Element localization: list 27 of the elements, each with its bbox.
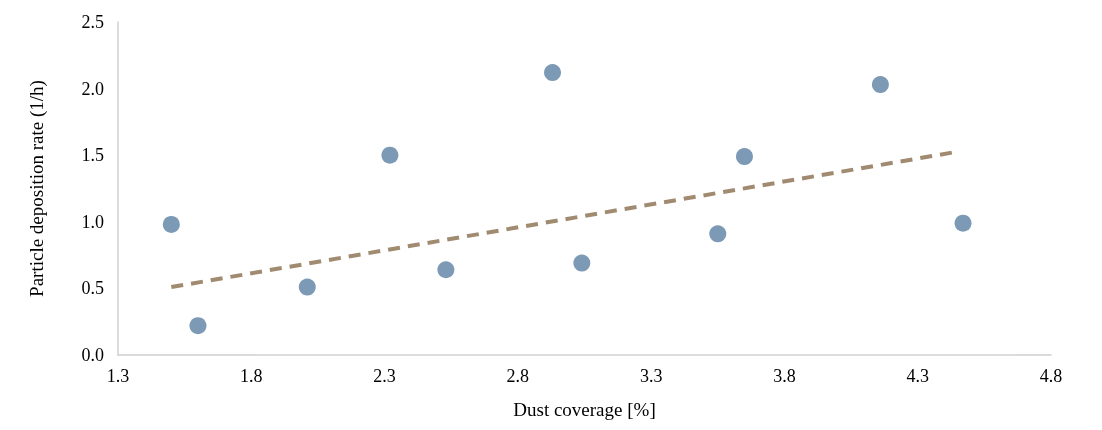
x-axis-title: Dust coverage [%] [513, 399, 656, 420]
point [709, 225, 727, 243]
y-tick-label: 1.0 [81, 211, 104, 232]
point [437, 261, 455, 279]
x-tick-label: 3.3 [639, 366, 663, 386]
point [954, 214, 972, 232]
point [573, 254, 591, 272]
point [544, 64, 562, 82]
y-tick-label: 2.0 [81, 78, 104, 99]
y-axis-title: Particle deposition rate (1/h) [26, 80, 48, 297]
point [162, 215, 180, 233]
x-tick-label: 2.3 [373, 366, 396, 386]
y-tick-label: 0.0 [81, 345, 104, 365]
x-tick-label: 4.3 [906, 366, 929, 386]
x-tick-label: 3.8 [773, 366, 796, 386]
point [381, 146, 399, 164]
x-tick-label: 4.8 [1039, 366, 1063, 386]
point [871, 76, 889, 94]
y-tick-label: 2.5 [81, 12, 104, 32]
point [298, 278, 316, 296]
y-tick-label: 0.5 [81, 278, 104, 299]
x-tick-label: 1.3 [106, 366, 130, 386]
point [189, 317, 207, 335]
y-tick-label: 1.5 [81, 145, 104, 166]
x-tick-label: 1.8 [240, 366, 263, 386]
x-tick-label: 2.8 [506, 366, 530, 386]
point [735, 148, 753, 166]
